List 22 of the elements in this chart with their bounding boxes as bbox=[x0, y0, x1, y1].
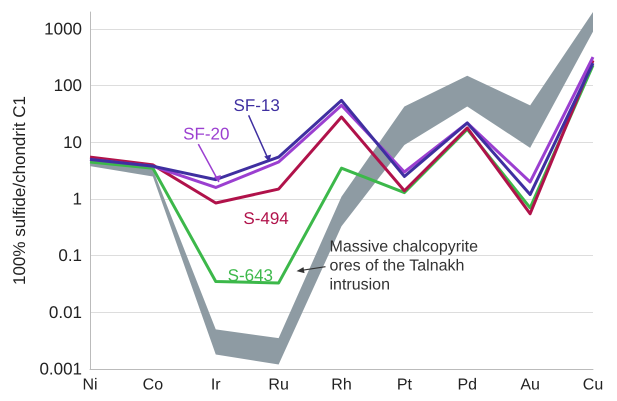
x-tick-label: Rh bbox=[331, 376, 352, 394]
y-tick-label: 0.001 bbox=[39, 360, 82, 378]
y-tick-label: 1000 bbox=[44, 20, 82, 39]
series-label: SF-20 bbox=[183, 124, 230, 144]
y-axis-title: 100% sulfide/chondrit C1 bbox=[10, 96, 29, 286]
annotation: Massive chalcopyrite ores of the Talnakh intrusion bbox=[330, 238, 482, 294]
series-label: SF-13 bbox=[233, 96, 280, 115]
x-tick-label: Cu bbox=[582, 376, 604, 394]
x-tick-label: Pd bbox=[457, 376, 478, 394]
x-tick-label: Ir bbox=[210, 376, 222, 394]
x-tick-label: Ni bbox=[82, 376, 98, 394]
series-label: S-494 bbox=[243, 209, 289, 228]
y-tick-label: 0.1 bbox=[58, 246, 82, 266]
x-tick-label: Pt bbox=[396, 376, 412, 394]
series-label: S-643 bbox=[228, 266, 274, 285]
y-tick-label: 10 bbox=[63, 132, 82, 152]
y-tick-label: 0.01 bbox=[48, 302, 82, 322]
x-tick-label: Ru bbox=[268, 376, 289, 394]
x-tick-label: Co bbox=[142, 376, 164, 394]
x-tick-label: Au bbox=[520, 376, 540, 394]
y-tick-label: 100 bbox=[54, 76, 82, 96]
y-tick-label: 1 bbox=[72, 190, 82, 209]
